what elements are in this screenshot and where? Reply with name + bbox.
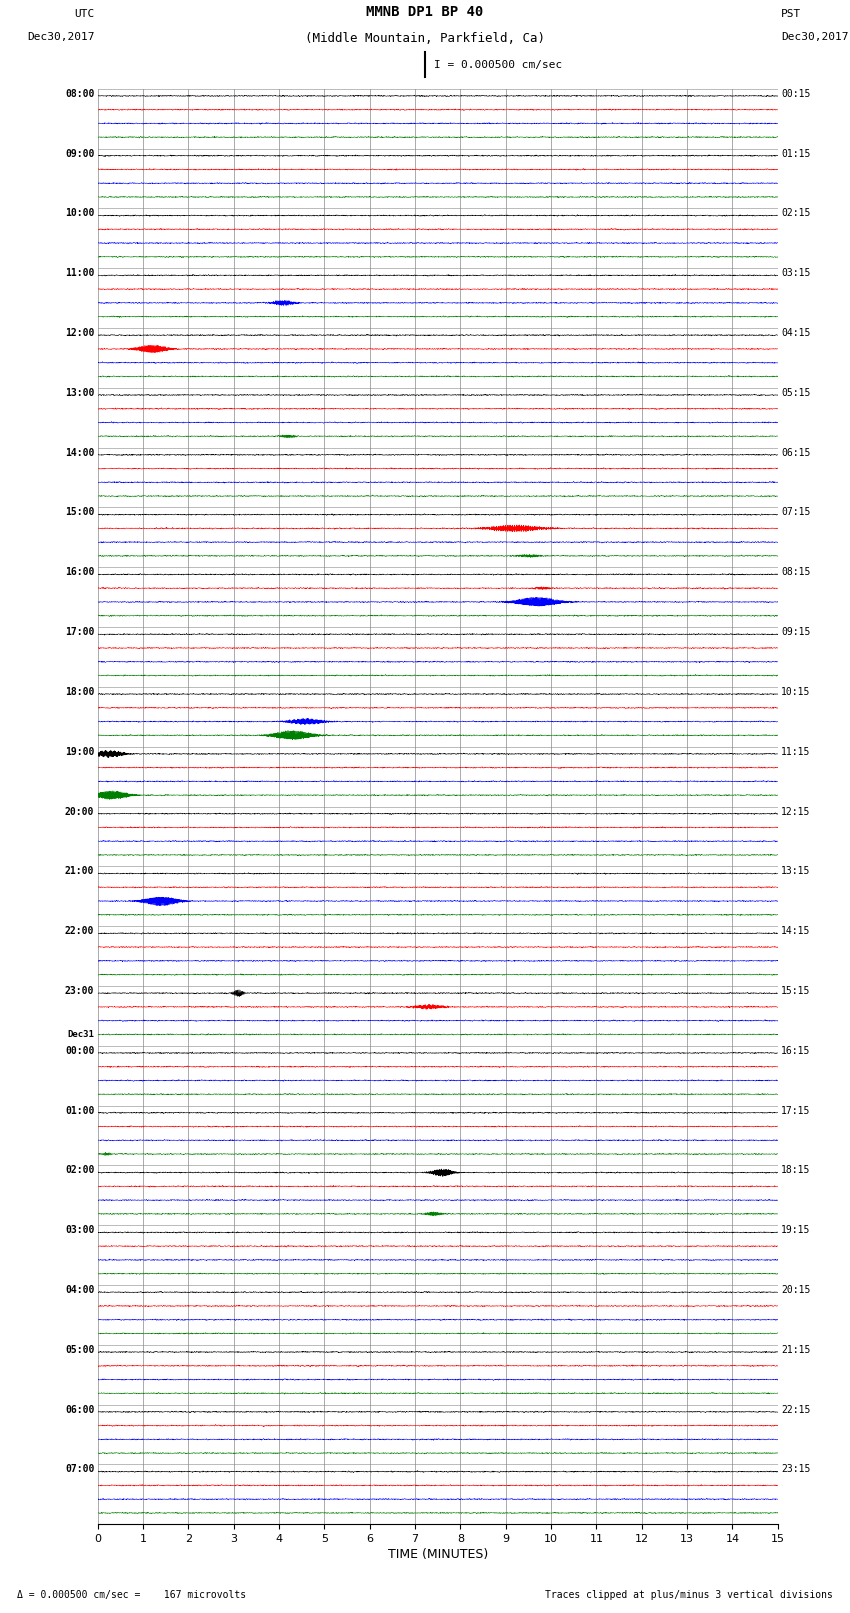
Text: 15:15: 15:15 [781, 986, 811, 995]
Text: 11:00: 11:00 [65, 268, 94, 277]
Text: 08:00: 08:00 [65, 89, 94, 98]
Text: Dec30,2017: Dec30,2017 [27, 32, 94, 42]
Text: 16:00: 16:00 [65, 568, 94, 577]
Text: PST: PST [781, 10, 802, 19]
Text: Traces clipped at plus/minus 3 vertical divisions: Traces clipped at plus/minus 3 vertical … [545, 1590, 833, 1600]
Text: Δ = 0.000500 cm/sec =    167 microvolts: Δ = 0.000500 cm/sec = 167 microvolts [17, 1590, 246, 1600]
Text: 02:00: 02:00 [65, 1165, 94, 1176]
Text: 10:15: 10:15 [781, 687, 811, 697]
Text: 09:15: 09:15 [781, 627, 811, 637]
Text: 00:00: 00:00 [65, 1045, 94, 1057]
Text: 15:00: 15:00 [65, 508, 94, 518]
Text: 20:00: 20:00 [65, 806, 94, 816]
Text: 06:15: 06:15 [781, 447, 811, 458]
Text: 04:00: 04:00 [65, 1286, 94, 1295]
Text: 09:00: 09:00 [65, 148, 94, 158]
Text: 07:00: 07:00 [65, 1465, 94, 1474]
Text: 21:00: 21:00 [65, 866, 94, 876]
Text: 10:00: 10:00 [65, 208, 94, 218]
Text: 18:15: 18:15 [781, 1165, 811, 1176]
Text: I = 0.000500 cm/sec: I = 0.000500 cm/sec [434, 60, 562, 69]
Text: 05:00: 05:00 [65, 1345, 94, 1355]
Text: 18:00: 18:00 [65, 687, 94, 697]
Text: 11:15: 11:15 [781, 747, 811, 756]
Text: 01:00: 01:00 [65, 1105, 94, 1116]
Text: 13:15: 13:15 [781, 866, 811, 876]
Text: 17:00: 17:00 [65, 627, 94, 637]
X-axis label: TIME (MINUTES): TIME (MINUTES) [388, 1548, 488, 1561]
Text: MMNB DP1 BP 40: MMNB DP1 BP 40 [366, 5, 484, 19]
Text: 20:15: 20:15 [781, 1286, 811, 1295]
Text: 07:15: 07:15 [781, 508, 811, 518]
Text: 12:00: 12:00 [65, 327, 94, 339]
Text: 03:00: 03:00 [65, 1226, 94, 1236]
Text: 13:00: 13:00 [65, 387, 94, 398]
Text: 05:15: 05:15 [781, 387, 811, 398]
Text: 02:15: 02:15 [781, 208, 811, 218]
Text: 04:15: 04:15 [781, 327, 811, 339]
Text: 23:00: 23:00 [65, 986, 94, 995]
Text: Dec31: Dec31 [67, 1031, 94, 1039]
Text: 01:15: 01:15 [781, 148, 811, 158]
Text: 14:00: 14:00 [65, 447, 94, 458]
Text: 00:15: 00:15 [781, 89, 811, 98]
Text: 16:15: 16:15 [781, 1045, 811, 1057]
Text: 19:00: 19:00 [65, 747, 94, 756]
Text: 06:00: 06:00 [65, 1405, 94, 1415]
Text: 23:15: 23:15 [781, 1465, 811, 1474]
Text: (Middle Mountain, Parkfield, Ca): (Middle Mountain, Parkfield, Ca) [305, 32, 545, 45]
Text: Dec30,2017: Dec30,2017 [781, 32, 848, 42]
Text: 14:15: 14:15 [781, 926, 811, 936]
Text: 03:15: 03:15 [781, 268, 811, 277]
Text: 08:15: 08:15 [781, 568, 811, 577]
Text: 22:00: 22:00 [65, 926, 94, 936]
Text: 17:15: 17:15 [781, 1105, 811, 1116]
Text: UTC: UTC [74, 10, 94, 19]
Text: 19:15: 19:15 [781, 1226, 811, 1236]
Text: 22:15: 22:15 [781, 1405, 811, 1415]
Text: 12:15: 12:15 [781, 806, 811, 816]
Text: 21:15: 21:15 [781, 1345, 811, 1355]
